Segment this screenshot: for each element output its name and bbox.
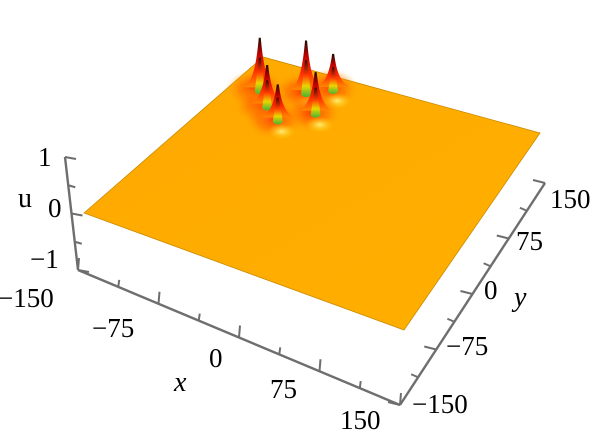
- x-tick-label: 150: [340, 405, 381, 435]
- x-tick-mark: [278, 347, 282, 355]
- x-tick-label: 0: [209, 343, 223, 373]
- peaks-group: [243, 37, 350, 125]
- y-axis-label: y: [511, 282, 527, 313]
- surface-plane: [83, 56, 541, 331]
- z-axis-label: u: [18, 183, 32, 214]
- z-tick-mark: [71, 212, 83, 217]
- y-tick-mark: [532, 179, 546, 184]
- z-tick-mark: [74, 240, 83, 245]
- y-tick-label: −75: [446, 331, 488, 361]
- x-tick-mark: [77, 257, 80, 271]
- x-tick-label: 75: [270, 374, 297, 404]
- peak-front-face: [301, 60, 312, 97]
- z-tick-mark: [64, 156, 77, 160]
- y-tick-mark: [519, 206, 528, 212]
- x-tick-mark: [197, 313, 201, 321]
- y-tick-mark: [446, 317, 455, 323]
- y-tick-mark: [460, 290, 473, 295]
- y-tick-mark: [424, 345, 437, 351]
- y-tick-mark: [410, 373, 419, 379]
- x-axis-label: x: [173, 367, 187, 398]
- x-tick-mark: [157, 291, 161, 304]
- x-tick-mark: [399, 392, 402, 406]
- x-tick-mark: [358, 380, 362, 389]
- x-tick-mark: [117, 279, 121, 288]
- z-tick-mark: [77, 269, 90, 273]
- z-tick-label: 1: [38, 142, 52, 172]
- x-tick-label: −75: [92, 313, 134, 343]
- y-tick-mark: [387, 401, 401, 406]
- y-tick-label: −150: [412, 389, 468, 419]
- peak-front-face: [272, 97, 283, 125]
- x-tick-label: −150: [0, 283, 54, 313]
- peak-front-face: [310, 87, 321, 118]
- z-tick-label: −1: [30, 244, 59, 274]
- x-tick-mark: [238, 325, 241, 338]
- y-tick-label: 150: [550, 184, 591, 214]
- peak-front-face: [328, 67, 339, 94]
- peak-front-face: [254, 57, 265, 95]
- peak-front-face: [262, 80, 273, 111]
- z-tick-label: 0: [48, 193, 62, 223]
- y-tick-mark: [496, 234, 509, 240]
- y-tick-mark: [483, 262, 492, 268]
- z-tick-mark: [67, 184, 76, 189]
- y-tick-label: 0: [484, 275, 498, 305]
- y-tick-label: 75: [516, 226, 543, 256]
- x-tick-mark: [318, 359, 322, 372]
- peak-trough-highlight: [267, 123, 296, 140]
- tick-marks: [64, 156, 546, 406]
- peak-trough-highlight: [305, 116, 334, 133]
